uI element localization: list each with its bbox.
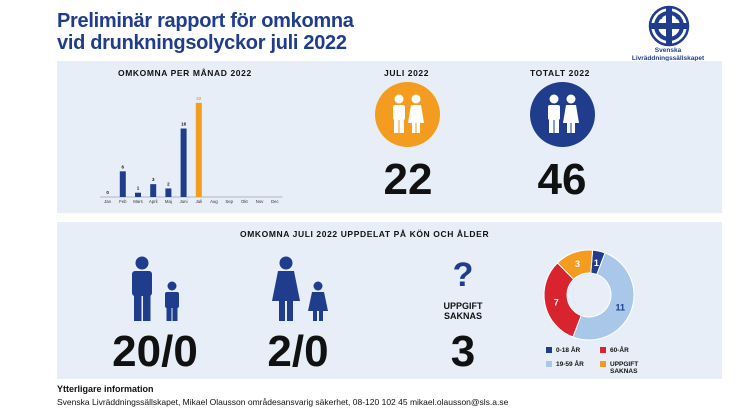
tick-label-april: April [149, 199, 158, 204]
breakdown-heading: OMKOMNA JULI 2022 UPPDELAT PÅ KÖN OCH ÅL… [240, 229, 490, 239]
bar-label-april: 3 [152, 177, 155, 182]
tick-label-nov: Nov [256, 199, 264, 204]
women-value: 2/0 [267, 327, 329, 376]
tick-label-juni: Juni [180, 199, 188, 204]
bar-label-jan: 0 [106, 190, 109, 195]
title-line-2: vid drunkningsolyckor juli 2022 [57, 32, 347, 54]
bar-label-juni: 16 [181, 122, 187, 127]
tick-label-aug: Aug [210, 199, 218, 204]
tick-label-feb: Feb [119, 199, 127, 204]
legend-swatch [546, 347, 552, 353]
bar-label-maj: 2 [167, 181, 170, 186]
tick-label-maj: Maj [165, 199, 172, 204]
legend-label: 19-59 ÅR [556, 360, 584, 368]
legend-swatch [600, 347, 606, 353]
slice-label-0: 1 [594, 258, 599, 268]
legend-swatch [600, 361, 606, 367]
year-total-value: 46 [537, 155, 587, 204]
tick-label-dec: Dec [271, 199, 279, 204]
footer-contact: Svenska Livräddningssällskapet, Mikael O… [57, 397, 509, 407]
tick-label-sep: Sep [225, 199, 233, 204]
slice-label-3: 3 [575, 259, 580, 269]
bar-label-juli: 22 [196, 96, 202, 101]
question-mark-icon: ? [452, 256, 474, 294]
logo-text-line-1: Svenska [654, 47, 682, 54]
legend-label: 60-ÅR [610, 346, 629, 354]
slice-3 [556, 249, 594, 281]
logo-text: Svenska Livräddningssällskapet [618, 47, 718, 62]
total-heading: TOTALT 2022 [530, 68, 590, 78]
couple-icon [393, 94, 424, 133]
legend-swatch [546, 361, 552, 367]
july-total-value: 22 [383, 155, 433, 204]
month-bar-chart: 0 Jan 6 Feb 1 Mars 3 April 2 Maj 16 Juni 22 Juli Aug Se… [100, 96, 283, 204]
woman-girl-icon [272, 256, 328, 321]
bar-label-mars: 1 [137, 186, 140, 191]
bar-april [150, 184, 157, 197]
unknown-label: UPPGIFT SAKNAS [443, 301, 483, 321]
july-people-circle [375, 82, 440, 147]
logo-text-line-2: Livräddningssällskapet [631, 54, 705, 62]
bar-juli [195, 102, 202, 197]
bar-feb [119, 171, 126, 197]
footer-heading: Ytterligare information [57, 384, 154, 394]
slice-label-2: 7 [554, 297, 559, 307]
bar-juni [180, 128, 187, 197]
title-line-1: Preliminär rapport för omkomna [57, 10, 354, 32]
tick-label-juli: Juli [196, 199, 202, 204]
legend-label: UPPGIFT SAKNAS [610, 360, 639, 375]
tick-label-okt: Okt [241, 199, 248, 204]
man-boy-icon [132, 256, 179, 321]
bar-maj [165, 188, 172, 197]
month-chart-heading: OMKOMNA PER MÅNAD 2022 [118, 68, 252, 78]
bar-mars [135, 192, 141, 197]
tick-label-jan: Jan [104, 199, 112, 204]
bar-label-feb: 6 [122, 164, 125, 169]
page-title: Preliminär rapport för omkomna vid drunk… [57, 10, 354, 54]
july-heading: JULI 2022 [384, 68, 430, 78]
slice-label-1: 11 [616, 302, 626, 312]
slice-1 [572, 252, 635, 341]
men-value: 20/0 [112, 327, 198, 376]
total-people-circle [530, 82, 595, 147]
unknown-value: 3 [450, 327, 476, 376]
legend-label: 0-18 ÅR [556, 346, 581, 354]
sls-logo-icon [648, 5, 690, 47]
tick-label-mars: Mars [133, 199, 143, 204]
couple-icon [548, 94, 579, 133]
slice-2 [543, 262, 582, 338]
